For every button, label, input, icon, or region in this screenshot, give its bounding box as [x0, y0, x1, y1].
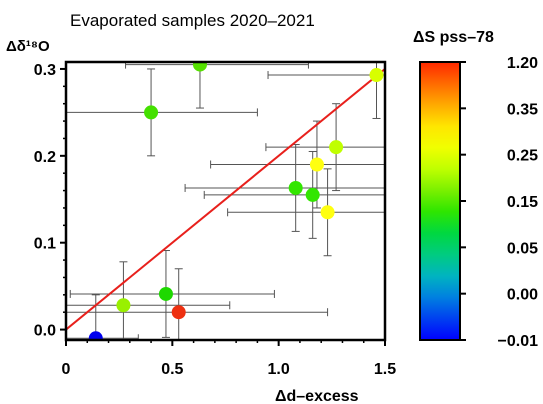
colorbar-label: −0.01	[498, 333, 539, 350]
colorbar-label: 1.20	[507, 55, 538, 72]
data-point	[329, 140, 344, 155]
axis-ticks: 0 0.5 1.0 1.5 0.0 0.1 0.2 0.3	[34, 62, 396, 378]
data-point	[116, 298, 131, 313]
colorbar	[419, 61, 461, 341]
colorbar-label: 0.25	[507, 148, 538, 165]
y-tick-label: 0.2	[34, 149, 56, 166]
regression-line	[66, 68, 385, 331]
data-point	[158, 286, 173, 301]
colorbar-title: ΔS pss–78	[413, 29, 494, 46]
y-tick-label: 0.1	[34, 236, 56, 253]
data-point	[305, 187, 320, 202]
plot-frame	[64, 60, 387, 342]
y-tick-label: 0.3	[34, 62, 56, 79]
x-axis-label: Δd–excess	[275, 388, 359, 404]
data-point	[171, 305, 186, 320]
data-point	[144, 105, 159, 120]
x-tick-label: 1.0	[268, 361, 290, 378]
data-point	[309, 157, 324, 172]
data-point	[88, 331, 103, 340]
colorbar-label: 0.05	[507, 240, 538, 257]
colorbar-labels: 1.20 0.35 0.25 0.15 0.05 0.00 −0.01	[460, 55, 538, 350]
chart-title: Evaporated samples 2020–2021	[70, 11, 315, 30]
y-axis-label: Δδ¹⁸O	[6, 38, 50, 55]
data-point	[192, 62, 207, 72]
data-point	[369, 68, 384, 83]
colorbar-label: 0.35	[507, 101, 538, 118]
x-tick-label: 1.5	[374, 361, 396, 378]
colorbar-label: 0.15	[507, 194, 538, 211]
x-tick-label: 0.5	[161, 361, 183, 378]
fit-line-layer	[66, 68, 385, 331]
x-tick-label: 0	[62, 361, 71, 378]
colorbar-label: 0.00	[507, 287, 538, 304]
data-point	[320, 205, 335, 220]
data-points	[88, 62, 384, 340]
error-bars	[66, 62, 385, 340]
y-tick-label: 0.0	[34, 323, 56, 340]
data-point	[288, 180, 303, 195]
